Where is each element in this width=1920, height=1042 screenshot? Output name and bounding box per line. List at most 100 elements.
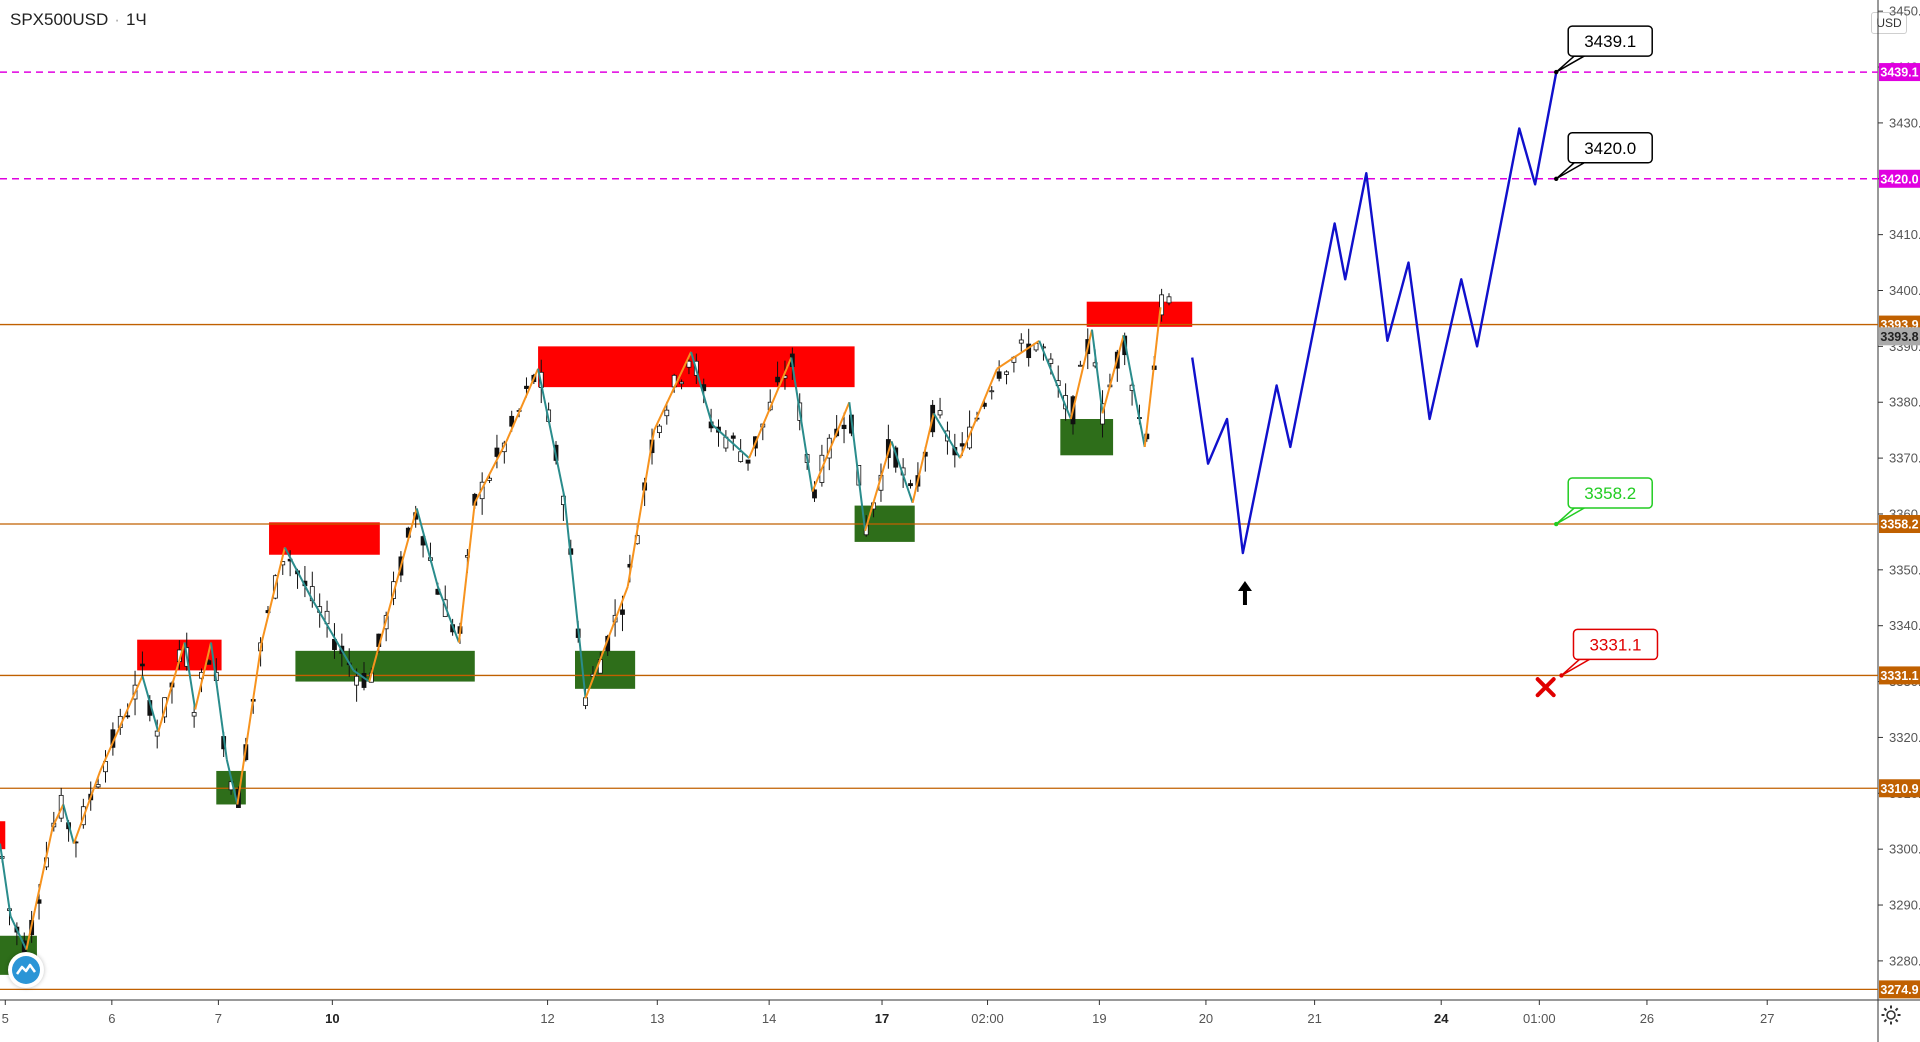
currency-button[interactable]: USD [1871, 12, 1907, 34]
x-tick-label: 17 [875, 1011, 889, 1026]
y-tick-label: 3450.0 [1889, 4, 1920, 19]
x-tick-label: 13 [650, 1011, 664, 1026]
price-tag-bg [1879, 779, 1920, 798]
zigzag-down-segment [62, 804, 75, 844]
tradingview-logo-icon[interactable] [8, 952, 44, 988]
candle-body [1048, 358, 1054, 364]
zigzag-down-segment [141, 675, 160, 733]
symbol-name: SPX500USD [10, 10, 109, 29]
candle-body [361, 673, 367, 688]
x-tick-label: 5 [2, 1011, 9, 1026]
zigzag-up-segment [1069, 329, 1093, 420]
symbol-interval: 1Ч [125, 10, 147, 29]
zigzag-down-segment [9, 915, 28, 951]
zigzag-down-segment [210, 642, 228, 760]
up-arrow-icon [1237, 581, 1252, 606]
zigzag-up-segment [626, 430, 656, 587]
zigzag-down-segment [283, 547, 313, 599]
x-tick-label: 01:00 [1523, 1011, 1556, 1026]
zigzag-up-segment [260, 547, 286, 643]
demand-zone [575, 650, 636, 689]
zigzag-up-segment [194, 642, 212, 710]
callout-label: 3439.1 [1584, 32, 1636, 51]
y-tick-label: 3320.0 [1889, 730, 1920, 745]
symbol-title[interactable]: SPX500USD · 1Ч [10, 10, 147, 30]
candle-body [95, 784, 101, 788]
price-tag-label: 3274.9 [1880, 983, 1918, 997]
zigzag-down-segment [790, 357, 814, 492]
y-tick-label: 3340.0 [1889, 618, 1920, 633]
candles-group [0, 288, 1172, 962]
candle-body [1026, 343, 1032, 359]
supply-zone [0, 821, 6, 850]
price-tag-label: 3310.9 [1880, 782, 1918, 796]
x-tick-label: 19 [1092, 1011, 1106, 1026]
candle-body [812, 489, 817, 499]
zigzag-up-segment [368, 508, 418, 682]
zigzag-up-segment [653, 351, 692, 431]
candle-body [125, 715, 131, 718]
zigzag-up-segment [157, 642, 186, 733]
callout-box [1567, 25, 1653, 57]
candle-body [354, 675, 360, 686]
x-tick-label: 10 [325, 1011, 339, 1026]
candle-body [996, 371, 1002, 379]
price-tag-bg [1879, 327, 1920, 346]
x-tick-label: 20 [1199, 1011, 1213, 1026]
candle-body [191, 712, 197, 717]
x-tick-label: 21 [1307, 1011, 1321, 1026]
price-tag-3358-2: 3358.2 [1879, 515, 1920, 534]
y-tick-label: 3430.0 [1889, 115, 1920, 130]
price-tag-label: 3393.8 [1880, 330, 1918, 344]
candle-body [679, 381, 684, 385]
callout-3358-2: 3358.2 [1554, 477, 1653, 527]
candle-body [775, 376, 780, 383]
candle-body [1159, 294, 1165, 316]
callout-label: 3331.1 [1589, 635, 1641, 654]
candle-body [908, 483, 913, 487]
zigzag-down-segment [932, 412, 961, 459]
x-tick-label: 7 [215, 1011, 222, 1026]
x-tick-label: 27 [1760, 1011, 1774, 1026]
candle-body [937, 410, 943, 416]
zigzag-up-segment [1143, 307, 1162, 448]
gear-icon[interactable] [1880, 1004, 1902, 1026]
zigzag-down-segment [415, 508, 439, 587]
y-tick-label: 3400.0 [1889, 283, 1920, 298]
price-tag-label: 3358.2 [1880, 518, 1918, 532]
callout-3331-1: 3331.1 [1559, 628, 1659, 678]
callout-3420-0: 3420.0 [1554, 132, 1653, 181]
callout-pointer [1560, 658, 1593, 677]
y-tick-label: 3380.0 [1889, 395, 1920, 410]
candle-body [509, 415, 515, 427]
price-tag-bg [1879, 169, 1920, 188]
candle-body [745, 459, 751, 464]
zigzag-up-segment [748, 357, 793, 459]
candle-body [1166, 296, 1172, 304]
zigzag-up-segment [864, 441, 893, 532]
callout-pointer [1555, 507, 1588, 525]
price-tag-3331-1: 3331.1 [1879, 666, 1920, 685]
callout-box [1572, 628, 1659, 661]
zigzag-down-segment [1122, 335, 1146, 448]
zigzag-up-segment [1101, 334, 1125, 414]
callout-pointer [1555, 55, 1588, 73]
x-tick-label: 12 [540, 1011, 554, 1026]
y-tick-label: 3410.0 [1889, 227, 1920, 242]
candle-body [494, 447, 500, 457]
price-tag-bg [1879, 515, 1920, 534]
zigzag-up-segment [911, 413, 935, 504]
price-tag-label: 3439.1 [1880, 66, 1918, 80]
candle-body [959, 443, 965, 447]
y-tick-label: 3290.0 [1889, 898, 1920, 913]
candle-body [524, 385, 529, 389]
y-tick-label: 3280.0 [1889, 953, 1920, 968]
y-tick-label: 3350.0 [1889, 562, 1920, 577]
price-tag-3420-0: 3420.0 [1879, 169, 1920, 188]
zigzag-down-segment [352, 669, 370, 683]
zigzag-down-segment [890, 441, 914, 504]
zigzag-up-segment [811, 401, 851, 493]
zigzag-down-segment [225, 759, 239, 805]
candle-body [730, 435, 736, 439]
